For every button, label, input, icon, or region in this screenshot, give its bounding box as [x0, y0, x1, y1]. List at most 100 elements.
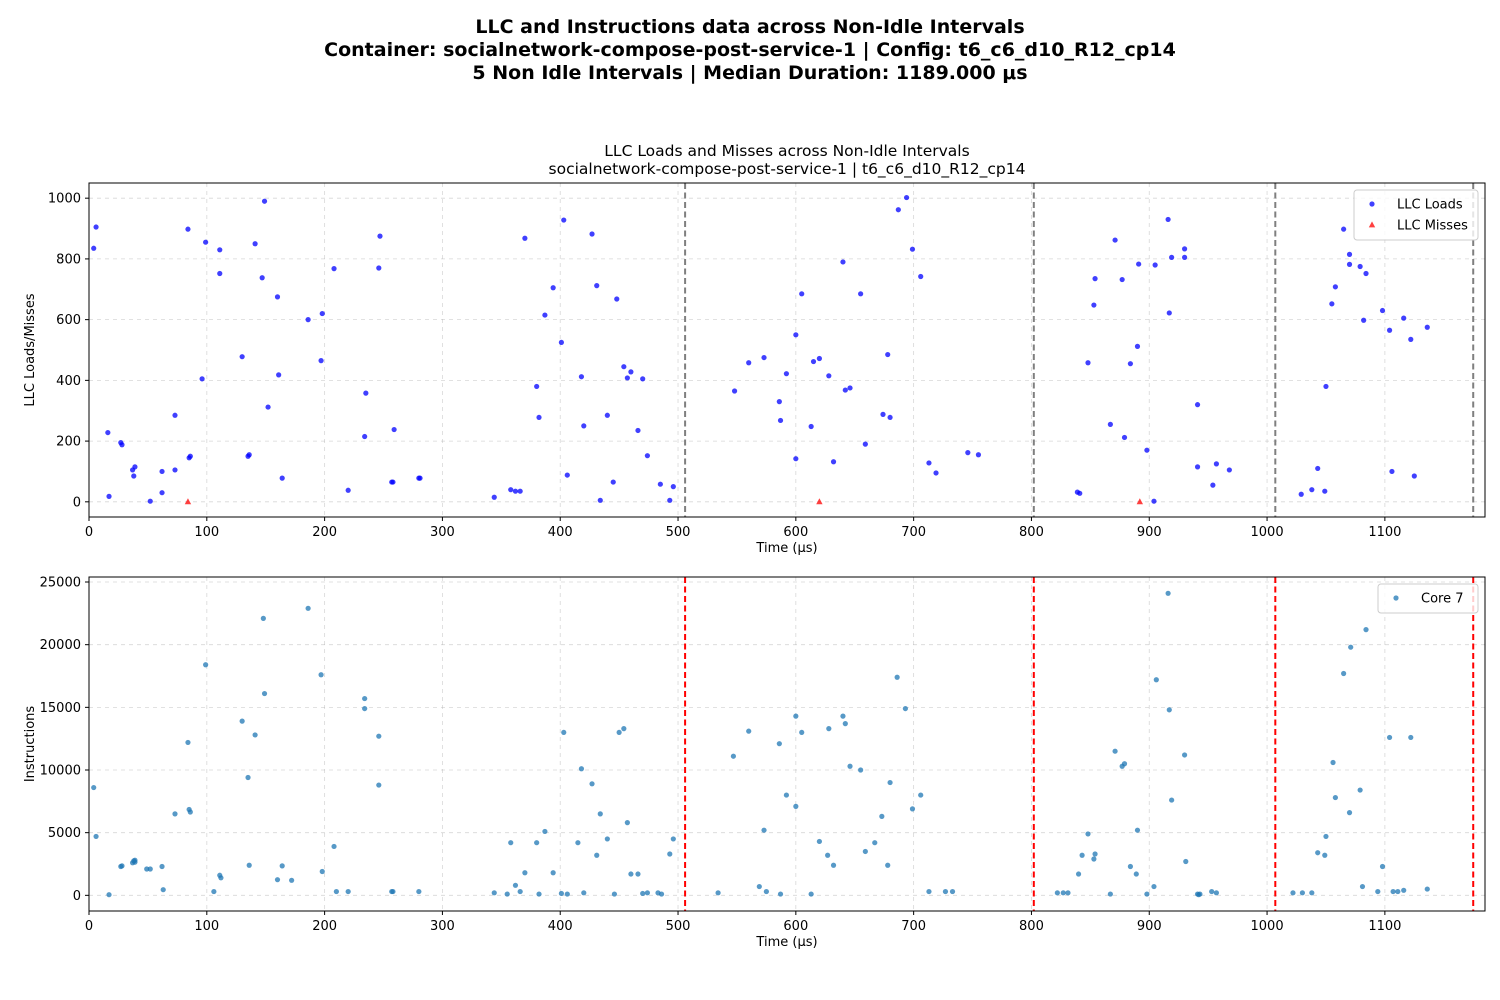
- data-point: [1085, 360, 1091, 366]
- data-point: [909, 246, 916, 252]
- data-point: [159, 490, 165, 496]
- data-point: [830, 459, 837, 465]
- data-point: [542, 828, 548, 835]
- data-point: [628, 369, 634, 375]
- chart1-plot: 0 100 200 300 400 500 600 700 800 900 1000 1100 0 200…: [23, 142, 1486, 556]
- data-point: [799, 729, 805, 736]
- data-point: [252, 241, 258, 247]
- data-point: [245, 774, 251, 781]
- data-point: [1332, 794, 1338, 801]
- suptitle-line-1: LLC and Instructions data across Non-Idl…: [475, 16, 1025, 38]
- data-point: [640, 376, 646, 382]
- data-point: [635, 427, 641, 434]
- data-point: [363, 390, 369, 396]
- data-point: [119, 863, 125, 869]
- data-point: [1390, 888, 1396, 895]
- data-point: [184, 498, 192, 505]
- data-point: [319, 868, 325, 875]
- data-point: [561, 217, 567, 223]
- data-point: [1309, 487, 1315, 493]
- data-point: [362, 433, 368, 440]
- data-point: [106, 892, 112, 898]
- data-point: [640, 890, 646, 897]
- data-point: [1210, 482, 1216, 488]
- data-point: [1213, 461, 1220, 467]
- data-point: [508, 840, 514, 846]
- data-point: [1379, 863, 1386, 870]
- data-point: [522, 870, 528, 876]
- chart2-x-tick-label: 1000: [1251, 919, 1284, 934]
- data-point: [1107, 421, 1113, 427]
- data-point: [793, 803, 799, 809]
- data-point: [305, 605, 311, 611]
- data-point: [1332, 284, 1338, 290]
- data-point: [239, 718, 245, 724]
- data-point: [187, 809, 193, 815]
- data-point: [1329, 301, 1335, 307]
- data-point: [644, 453, 651, 459]
- chart2-y-tick-label: 15000: [40, 701, 81, 716]
- data-point: [872, 840, 878, 846]
- legend-marker-circle: [1393, 595, 1399, 601]
- data-point: [840, 713, 846, 719]
- chart1-legend: LLC Loads LLC Misses: [1353, 189, 1479, 241]
- data-point: [1309, 890, 1315, 896]
- data-point: [246, 452, 252, 458]
- data-point: [1348, 644, 1354, 650]
- data-point: [1330, 759, 1336, 766]
- data-point: [517, 488, 523, 494]
- chart1-y-tick-label: 0: [73, 495, 81, 510]
- data-point: [147, 866, 153, 872]
- data-point: [816, 355, 822, 362]
- chart1-x-tick-label: 400: [548, 525, 573, 540]
- data-point: [260, 615, 266, 621]
- data-point: [331, 843, 337, 850]
- data-point: [842, 387, 848, 393]
- chart1-axes-frame: [88, 182, 1486, 518]
- chart2-x-tick-label: 700: [901, 919, 926, 934]
- data-point: [589, 231, 595, 237]
- data-point: [1166, 707, 1172, 713]
- data-point: [621, 726, 627, 732]
- data-point: [1152, 262, 1158, 268]
- data-point: [1127, 361, 1134, 367]
- data-point: [670, 836, 676, 842]
- data-point: [246, 862, 252, 868]
- chart1-x-tick-label: 800: [1019, 525, 1044, 540]
- data-point: [597, 811, 603, 817]
- data-point: [377, 233, 383, 239]
- data-point: [345, 888, 351, 895]
- data-point: [644, 890, 651, 896]
- data-point: [391, 426, 397, 433]
- chart2-x-tick-label: 0: [85, 919, 93, 934]
- data-point: [1346, 251, 1353, 257]
- data-point: [658, 891, 665, 897]
- data-point: [776, 741, 782, 747]
- data-point: [581, 423, 587, 429]
- data-point: [1361, 317, 1367, 323]
- data-point: [1389, 468, 1395, 475]
- data-point: [159, 863, 165, 870]
- data-point: [376, 733, 382, 739]
- data-point: [903, 194, 910, 201]
- data-point: [1181, 254, 1188, 260]
- data-point: [1363, 270, 1369, 277]
- data-point: [333, 888, 339, 895]
- data-point: [132, 464, 138, 470]
- data-point: [416, 888, 422, 895]
- data-point: [581, 890, 587, 896]
- chart2-x-tick-label: 800: [1019, 919, 1044, 934]
- data-point: [417, 475, 423, 481]
- data-point: [1375, 888, 1381, 895]
- data-point: [217, 247, 223, 253]
- data-point: [289, 877, 295, 883]
- data-point: [1085, 831, 1091, 837]
- chart2-x-tick-label: 300: [430, 919, 455, 934]
- suptitle-line-3: 5 Non Idle Intervals | Median Duration: …: [472, 62, 1028, 84]
- data-point: [93, 833, 99, 840]
- data-point: [1357, 787, 1363, 793]
- chart1-y-tick-label: 200: [56, 435, 81, 450]
- data-point: [558, 890, 565, 897]
- chart1-x-tick-label: 0: [85, 525, 93, 540]
- chart1-y-tick-label: 400: [56, 374, 81, 389]
